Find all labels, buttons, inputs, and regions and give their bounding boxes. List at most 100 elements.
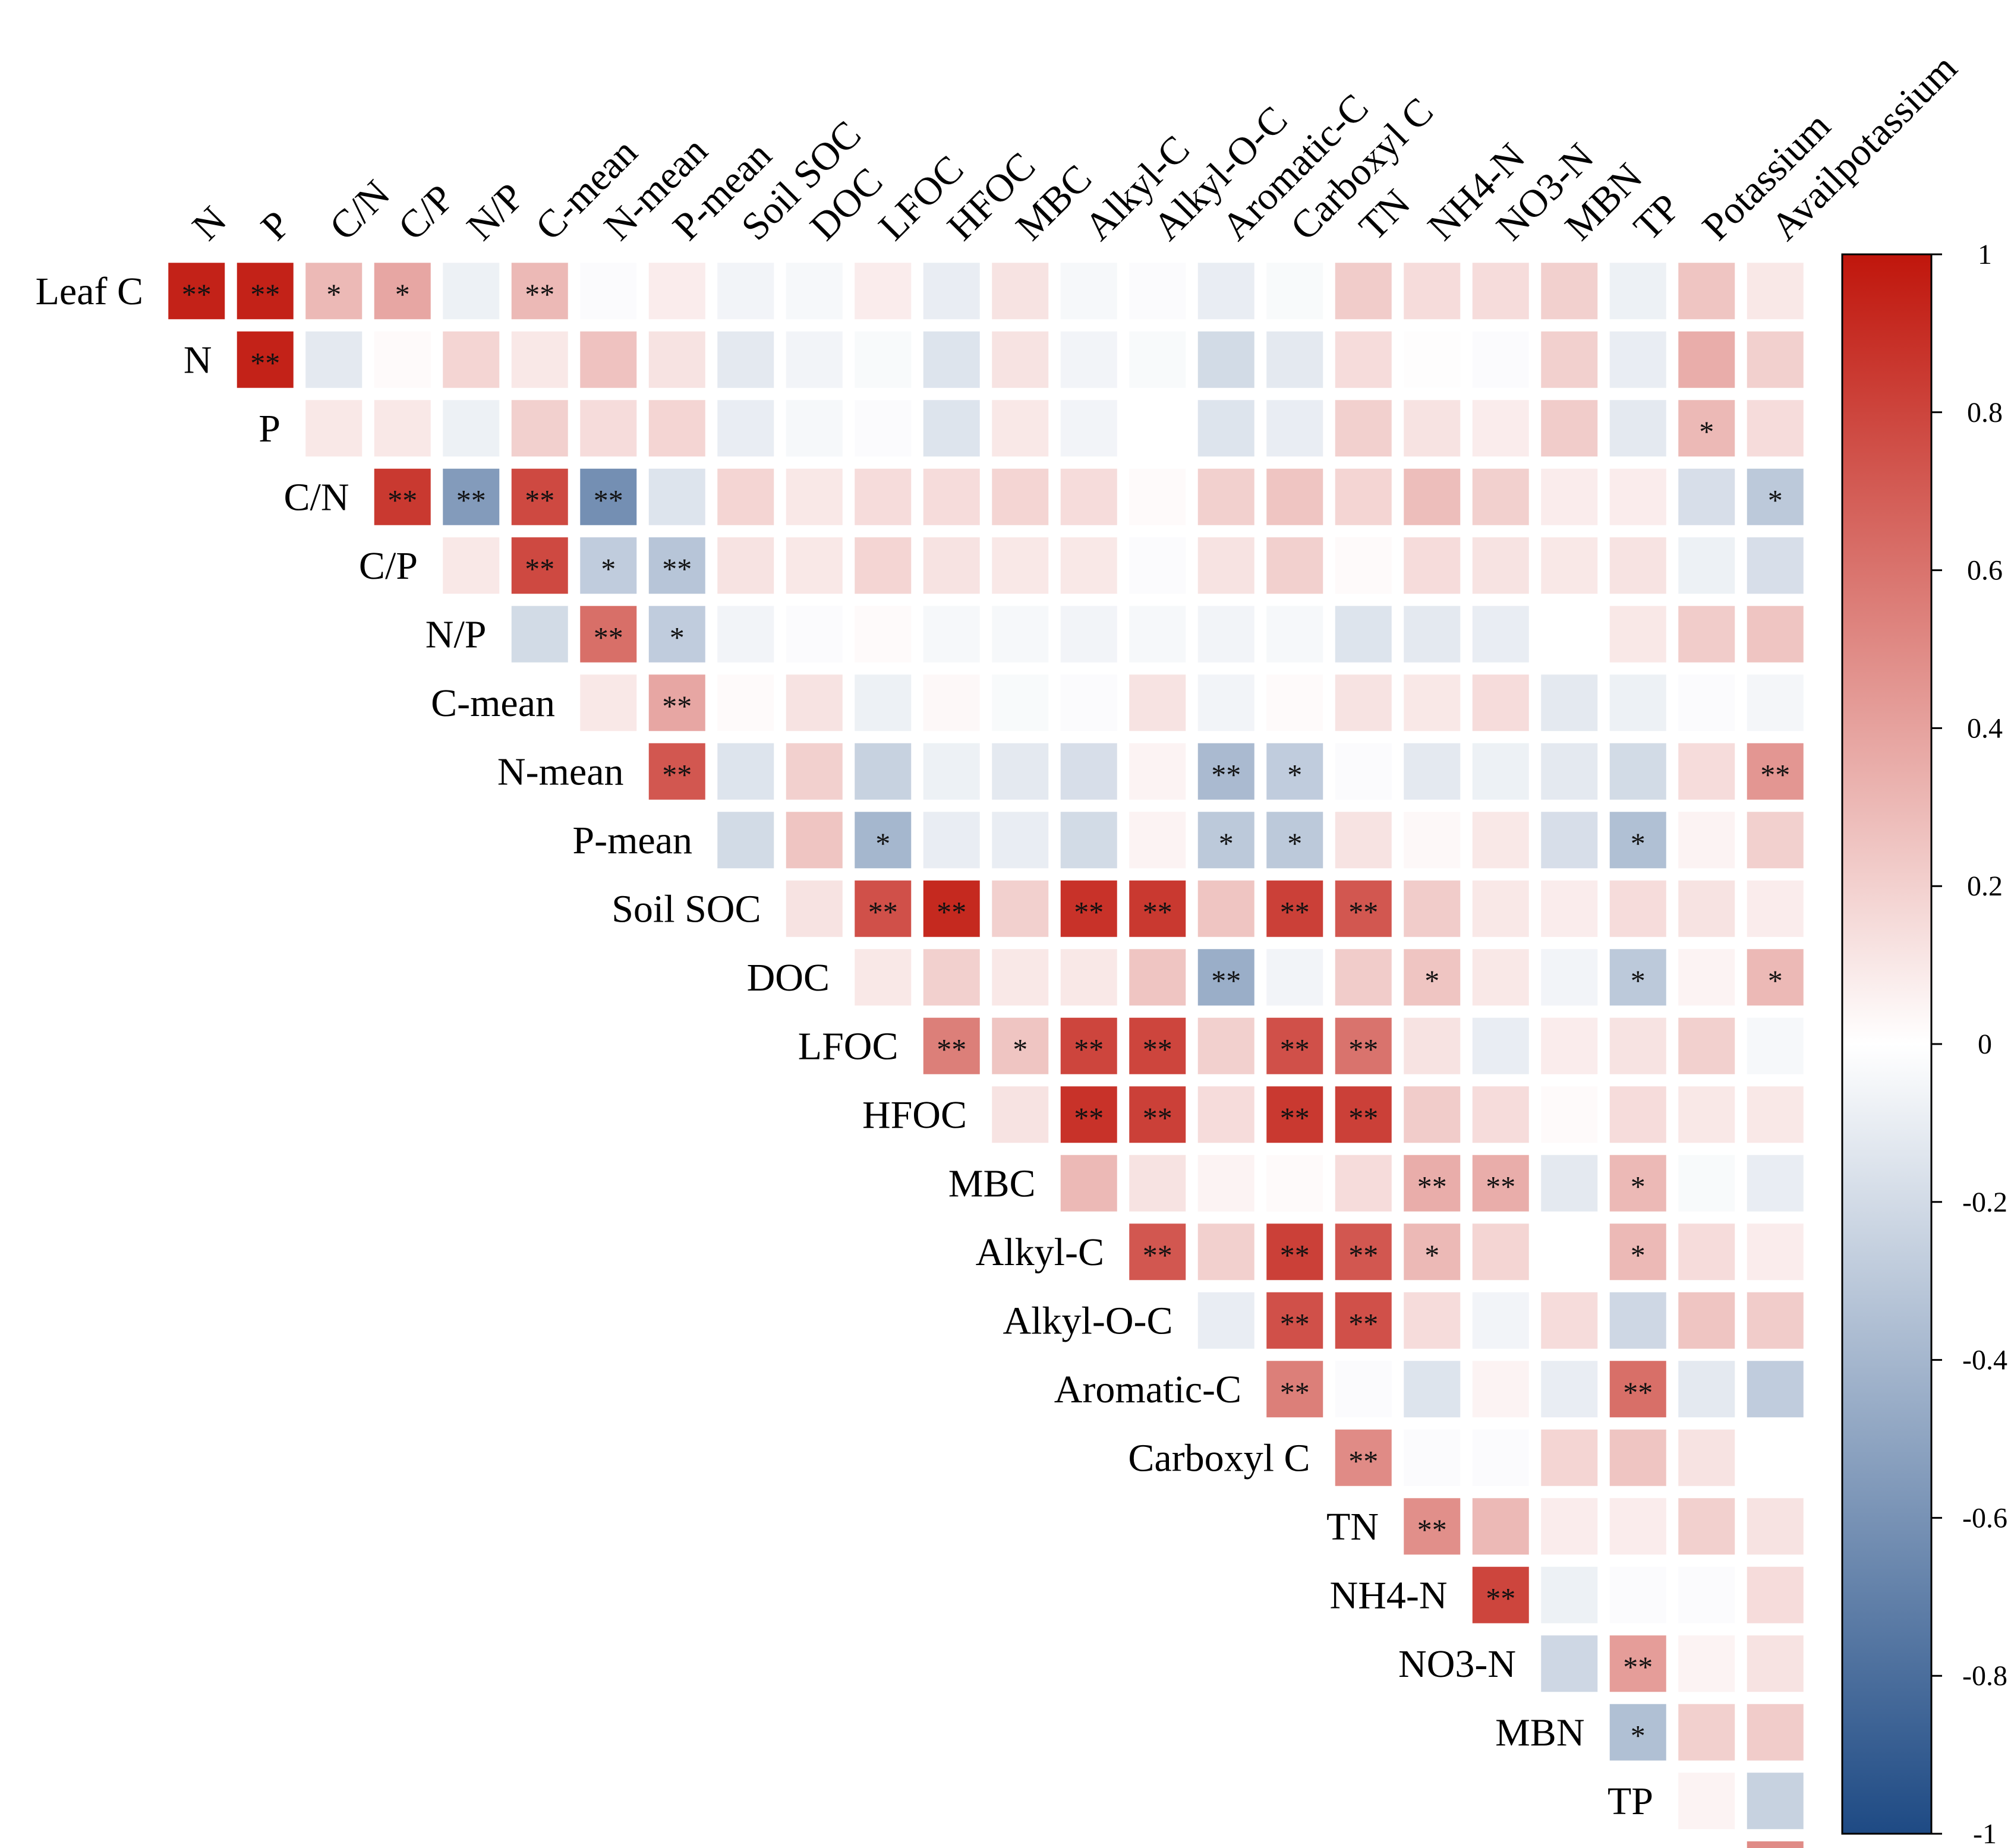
colorbar-tick-label: 0.6: [1967, 555, 2003, 586]
cell-c-n-alkyl-o-c: [1129, 468, 1186, 525]
cell-hfoc-mbn: [1541, 1086, 1598, 1143]
cell-leaf-c-soil-soc: [717, 263, 774, 320]
significance-mark: *: [1424, 1238, 1439, 1272]
cell-c-p-mbc: [992, 537, 1049, 594]
cell-p-mbn: [1541, 400, 1598, 457]
row-label: Carboxyl C: [1128, 1436, 1310, 1480]
cell-alkyl-c-mbn: [1541, 1223, 1598, 1281]
cell-p-lfoc: [855, 400, 912, 457]
colorbar-gradient: [1841, 253, 1933, 1835]
cell-p-mean-tp: [1609, 812, 1666, 869]
cell-p-nh4-n: [1404, 400, 1461, 457]
cell-n-p-alkyl-o-c: [1129, 606, 1186, 663]
cell-leaf-c-alkyl-o-c: [1129, 263, 1186, 320]
row-label: Alkyl-C: [976, 1231, 1104, 1274]
cell-lfoc-mbn: [1541, 1017, 1598, 1074]
cell-alkyl-c-nh4-n: [1404, 1223, 1461, 1281]
cell-n-p-no3-n: [1472, 606, 1529, 663]
cell-soil-soc-alkyl-o-c: [1129, 880, 1186, 937]
significance-mark: **: [662, 689, 692, 723]
cell-doc-lfoc: [855, 949, 912, 1006]
cell-n-nh4-n: [1404, 331, 1461, 388]
cell-doc-no3-n: [1472, 949, 1529, 1006]
cell-c-p-doc: [786, 537, 843, 594]
cell-hfoc-carboxyl-c: [1266, 1086, 1323, 1143]
cell-leaf-c-p: [237, 263, 294, 320]
cell-c-mean-lfoc: [855, 674, 912, 731]
significance-mark: *: [1013, 1032, 1027, 1065]
cell-lfoc-carboxyl-c: [1266, 1017, 1323, 1074]
significance-mark: *: [1631, 1718, 1646, 1752]
cell-c-p-mbn: [1541, 537, 1598, 594]
cell-n-p-p-mean: [648, 606, 705, 663]
cell-alkyl-c-availpotassium: [1747, 1223, 1804, 1281]
cell-c-mean-aromatic-c: [1197, 674, 1254, 731]
cell-leaf-c-potassium: [1678, 263, 1735, 320]
row-label: C/P: [359, 544, 418, 588]
cell-n-mbc: [992, 331, 1049, 388]
cell-c-mean-potassium: [1678, 674, 1735, 731]
significance-mark: **: [1348, 895, 1378, 928]
significance-mark: **: [1143, 1238, 1172, 1272]
cell-n-p: [237, 331, 294, 388]
cell-alkyl-o-c-availpotassium: [1747, 1292, 1804, 1349]
cell-n-tp: [1609, 331, 1666, 388]
cell-n-doc: [786, 331, 843, 388]
significance-mark: **: [868, 895, 898, 928]
significance-mark: **: [594, 620, 623, 654]
cell-tn-potassium: [1678, 1498, 1735, 1555]
cell-no3-n-tp: [1609, 1635, 1666, 1692]
cell-c-p-n-p: [443, 537, 500, 594]
cell-mbc-tn: [1335, 1155, 1392, 1212]
cell-c-p-alkyl-c: [1060, 537, 1117, 594]
cell-n-mbn: [1541, 331, 1598, 388]
cell-c-mean-p-mean: [648, 674, 705, 731]
cell-n-soil-soc: [717, 331, 774, 388]
cell-c-n-n-mean: [580, 468, 637, 525]
cell-n-mean-doc: [786, 743, 843, 800]
column-label: C/P: [390, 176, 462, 249]
colorbar-tick-label: 0.8: [1967, 397, 2003, 428]
cell-aromatic-c-carboxyl-c: [1266, 1361, 1323, 1418]
cell-p-mean-no3-n: [1472, 812, 1529, 869]
cell-p-mean-doc: [786, 812, 843, 869]
row-label: Leaf C: [36, 270, 143, 313]
cell-hfoc-no3-n: [1472, 1086, 1529, 1143]
colorbar-ticks: 1 0.8 0.6 0.4 0.2 0 -0.2 -0.4 -0.6 -0.8 -1: [1931, 239, 2007, 1848]
significance-mark: **: [1486, 1581, 1515, 1614]
row-label: LFOC: [798, 1024, 899, 1068]
cell-c-p-alkyl-o-c: [1129, 537, 1186, 594]
significance-mark: *: [1699, 415, 1714, 448]
cell-n-mean-mbc: [992, 743, 1049, 800]
cell-alkyl-c-potassium: [1678, 1223, 1735, 1281]
cell-p-no3-n: [1472, 400, 1529, 457]
cell-lfoc-tp: [1609, 1017, 1666, 1074]
cell-c-n-nh4-n: [1404, 468, 1461, 525]
cell-n-mean-soil-soc: [717, 743, 774, 800]
significance-mark: **: [525, 552, 554, 585]
cell-doc-carboxyl-c: [1266, 949, 1323, 1006]
cell-c-n-alkyl-c: [1060, 468, 1117, 525]
column-label: N/P: [459, 175, 532, 248]
cell-p-mbc: [992, 400, 1049, 457]
cell-carboxyl-c-mbn: [1541, 1429, 1598, 1486]
cell-doc-potassium: [1678, 949, 1735, 1006]
heatmap-cells: ** ** * * ******* ** ** ** *** * **** ***** ** * *** * *…: [168, 263, 1804, 1848]
cell-c-mean-alkyl-o-c: [1129, 674, 1186, 731]
cell-tp-availpotassium: [1747, 1773, 1804, 1830]
cell-leaf-c-c-n: [305, 263, 363, 320]
cell-lfoc-no3-n: [1472, 1017, 1529, 1074]
cell-p-c-n: [305, 400, 363, 457]
significance-mark: *: [875, 827, 890, 860]
cell-c-p-potassium: [1678, 537, 1735, 594]
cell-c-p-soil-soc: [717, 537, 774, 594]
cell-carboxyl-c-tp: [1609, 1429, 1666, 1486]
cell-leaf-c-p-mean: [648, 263, 705, 320]
significance-mark: **: [1211, 758, 1241, 791]
cell-soil-soc-carboxyl-c: [1266, 880, 1323, 937]
cell-p-mean-mbc: [992, 812, 1049, 869]
cell-leaf-c-nh4-n: [1404, 263, 1461, 320]
cell-alkyl-c-no3-n: [1472, 1223, 1529, 1281]
column-label: P: [253, 203, 299, 249]
cell-c-p-no3-n: [1472, 537, 1529, 594]
